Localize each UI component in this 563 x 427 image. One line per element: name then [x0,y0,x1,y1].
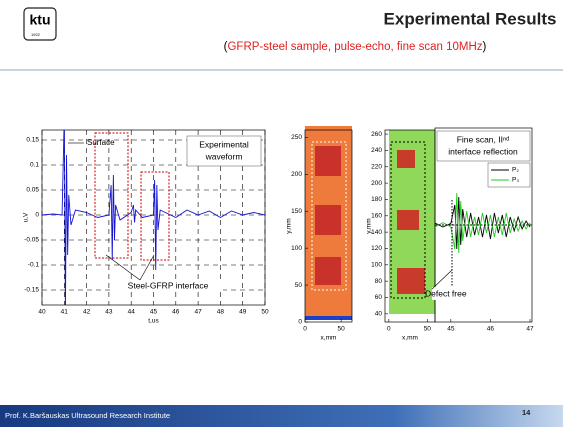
arrow [105,254,141,281]
x-tick-label: 50 [424,326,432,333]
x-tick-label: 46 [172,309,180,316]
y-tick-label: 220 [371,163,382,170]
y-tick-label: 50 [295,282,303,289]
annotation: Defect free [425,288,467,298]
y-tick-label: -0.05 [24,237,39,244]
y-tick-label: -0.15 [24,287,39,294]
annotation: Steel-GFRP interface [128,280,209,290]
legend [487,162,531,188]
x-tick-label: 47 [194,309,202,316]
annotation: waveform [205,151,243,161]
y-tick-label: 0.1 [30,162,39,169]
y-tick-label: 200 [291,171,302,178]
defect [397,210,419,230]
defect [315,205,341,235]
y-tick-label: 260 [371,131,382,138]
y-tick-label: 120 [371,245,382,252]
roi [94,132,129,259]
y-tick-label: 200 [371,180,382,187]
y-axis-label: y,mm [286,218,293,233]
waveform [42,130,265,305]
x-tick-label: 48 [217,309,225,316]
paren: ) [483,41,487,53]
x-axis-label: x,mm [321,335,337,342]
legend-label: P₃ [512,177,519,184]
region [311,141,347,291]
logo-box [23,7,57,41]
y-tick-label: 0 [35,212,39,219]
x-tick-label: 44 [128,309,136,316]
plot-frame [304,129,353,323]
annotation-box [432,287,492,300]
y-tick-label: 250 [291,134,302,141]
x-tick-label: 41 [61,309,69,316]
y-tick-label: -0.1 [28,262,40,269]
x-tick-label: 42 [83,309,91,316]
region [390,141,426,299]
x-tick-label: 46 [487,326,495,333]
annotation: interface reflection [448,146,518,156]
strip [305,316,352,320]
roi [140,171,170,261]
y-tick-label: 0.05 [26,187,39,194]
waveform [435,196,531,250]
y-tick-label: 0 [298,319,302,326]
footer-author: Prof. K.Baršauskas Ultrasound Research I… [5,411,170,420]
arrow [139,254,155,281]
y-axis-label: y,mm [366,218,373,233]
page-number: 14 [522,408,531,417]
x-tick-label: 45 [447,326,455,333]
logo-year: 1922 [31,32,41,37]
waveform [435,192,531,254]
y-axis-label: u,V [23,212,30,222]
x-tick-label: 43 [105,309,113,316]
x-tick-label: 47 [526,326,534,333]
x-axis-label: t,us [148,318,159,325]
arrow [431,269,453,290]
subtitle-text: GFRP-steel sample, pulse-echo, fine scan… [227,41,482,53]
y-tick-label: 140 [371,229,382,236]
title: Experimental Results [384,9,557,28]
logo-name: ktu [30,12,51,28]
annotation-box [436,130,531,162]
x-tick-label: 50 [261,309,269,316]
y-tick-label: 0.15 [26,137,39,144]
y-tick-label: 180 [371,196,382,203]
subtitle: (GFRP-steel sample, pulse-echo, fine sca… [224,41,487,53]
y-tick-label: 60 [375,294,383,301]
x-tick-label: 49 [239,309,247,316]
x-tick-label: 0 [303,326,307,333]
x-axis-label: x,mm [402,335,418,342]
annotation: Fine scan, IIⁿᵈ [457,134,510,144]
x-tick-label: 45 [150,309,158,316]
y-tick-label: 40 [375,311,383,318]
legend-label: P₂ [512,167,519,174]
y-tick-label: 150 [291,208,302,215]
annotation-box [186,135,262,167]
x-tick-label: 0 [387,326,391,333]
annotation-box [113,279,223,292]
defect [315,146,341,176]
y-tick-label: 160 [371,213,382,220]
y-tick-label: 240 [371,147,382,154]
paren: ( [224,41,228,53]
annotation: Experimental [199,139,249,149]
annotation: Surface [87,138,115,147]
x-tick-label: 50 [338,326,346,333]
defect [397,150,415,168]
defect [315,257,341,285]
defect [397,268,425,294]
y-tick-label: 100 [371,262,382,269]
y-tick-label: 100 [291,245,302,252]
x-tick-label: 40 [38,309,46,316]
footer-bar [0,405,563,427]
y-tick-label: 80 [375,278,383,285]
